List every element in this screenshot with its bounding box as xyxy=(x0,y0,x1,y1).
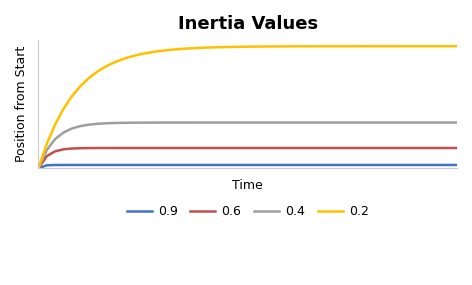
0.4 xyxy=(161,121,167,124)
0.2 xyxy=(169,48,175,51)
Line: 0.6: 0.6 xyxy=(38,148,457,168)
0.2 xyxy=(312,44,318,48)
0.9 xyxy=(320,163,326,167)
0.4 xyxy=(35,167,41,170)
0.9 xyxy=(127,163,133,167)
0.4 xyxy=(127,121,133,125)
0.2 xyxy=(127,55,133,58)
0.6 xyxy=(337,146,343,150)
0.4 xyxy=(312,121,318,124)
0.6 xyxy=(371,146,376,150)
0.2 xyxy=(337,44,343,48)
0.2 xyxy=(161,49,167,52)
Legend: 0.9, 0.6, 0.4, 0.2: 0.9, 0.6, 0.4, 0.2 xyxy=(122,200,374,223)
0.9 xyxy=(446,163,451,167)
Title: Inertia Values: Inertia Values xyxy=(177,15,318,33)
0.9 xyxy=(346,163,351,167)
0.6 xyxy=(169,146,175,150)
0.2 xyxy=(446,44,451,48)
Line: 0.2: 0.2 xyxy=(38,46,457,168)
0.6 xyxy=(312,146,318,150)
0.9 xyxy=(178,163,184,167)
0.4 xyxy=(454,121,460,124)
0.9 xyxy=(161,163,167,167)
0.9 xyxy=(454,163,460,167)
Line: 0.4: 0.4 xyxy=(38,123,457,168)
0.6 xyxy=(161,146,167,150)
X-axis label: Time: Time xyxy=(232,179,263,192)
0.6 xyxy=(127,146,133,150)
0.4 xyxy=(446,121,451,124)
0.6 xyxy=(446,146,451,150)
Line: 0.9: 0.9 xyxy=(38,165,457,168)
0.9 xyxy=(35,167,41,170)
0.4 xyxy=(169,121,175,124)
0.6 xyxy=(35,167,41,170)
0.2 xyxy=(454,44,460,48)
Y-axis label: Position from Start: Position from Start xyxy=(15,46,28,162)
0.6 xyxy=(454,146,460,150)
0.4 xyxy=(337,121,343,124)
0.9 xyxy=(169,163,175,167)
0.2 xyxy=(35,167,41,170)
